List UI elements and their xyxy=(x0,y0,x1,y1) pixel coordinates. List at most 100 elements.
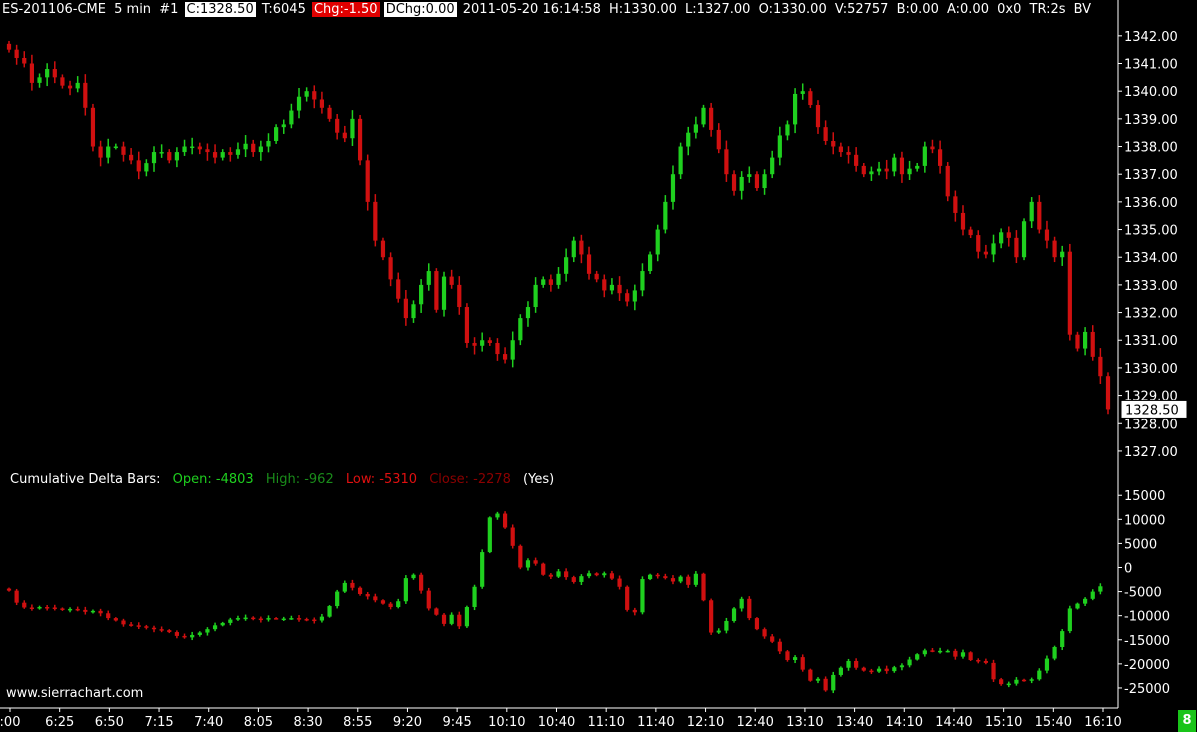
price-candle xyxy=(45,69,50,78)
delta-candle xyxy=(14,590,19,603)
delta-candle xyxy=(754,618,760,630)
delta-candle xyxy=(441,614,447,624)
delta-ytick-label: -20000 xyxy=(1124,658,1170,673)
x-tick-label: 6:50 xyxy=(95,715,124,730)
price-candle xyxy=(831,140,836,147)
price-candle xyxy=(709,107,714,130)
delta-candle xyxy=(991,662,996,680)
delta-candle xyxy=(709,600,714,633)
delta-candle xyxy=(449,614,454,624)
x-tick-label: 9:45 xyxy=(443,715,472,730)
price-candle xyxy=(869,171,874,175)
price-candle xyxy=(228,152,233,155)
price-candle xyxy=(37,77,42,83)
delta-candle xyxy=(945,650,950,653)
delta-candle xyxy=(884,668,889,672)
watermark[interactable]: www.sierrachart.com xyxy=(6,686,144,701)
price-candle xyxy=(67,85,73,89)
price-candle xyxy=(235,149,241,155)
price-candle xyxy=(808,91,813,106)
price-candle xyxy=(693,124,698,133)
price-candle xyxy=(289,110,294,125)
delta-label: Cumulative Delta Bars: xyxy=(10,472,161,487)
price-candle xyxy=(251,143,256,153)
price-ytick-label: 1334.00 xyxy=(1124,251,1178,266)
price-candle xyxy=(266,140,271,147)
delta-candle xyxy=(747,598,752,619)
price-candle xyxy=(571,240,576,258)
last-price-label: 1328.50 xyxy=(1125,403,1179,418)
delta-candle xyxy=(327,606,332,617)
price-candle xyxy=(1090,331,1095,357)
delta-candle xyxy=(480,552,485,587)
price-candle xyxy=(594,273,599,280)
delta-candle xyxy=(29,607,34,609)
last-price-box xyxy=(1120,399,1188,419)
price-candle xyxy=(838,146,843,153)
delta-candle xyxy=(670,578,676,582)
price-ytick-label: 1339.00 xyxy=(1124,113,1178,128)
price-candle xyxy=(670,174,676,202)
delta-candle xyxy=(571,577,576,582)
chart-number: #1 xyxy=(159,2,179,17)
price-candle xyxy=(6,43,12,50)
price-candle xyxy=(60,77,65,86)
price-candle xyxy=(52,69,57,78)
price-candle xyxy=(312,91,317,100)
price-candle xyxy=(1006,232,1011,238)
price-candle xyxy=(174,152,180,161)
price-candle xyxy=(617,284,622,294)
interval: 5 min xyxy=(114,2,152,17)
price-candle xyxy=(854,154,859,166)
price-ytick-label: 1328.00 xyxy=(1124,417,1178,432)
delta-candle xyxy=(937,650,943,653)
x-tick-label: 11:10 xyxy=(587,715,624,730)
delta-candle xyxy=(739,598,744,609)
delta-candle xyxy=(411,574,416,579)
delta-close: Close: -2278 xyxy=(429,472,511,487)
price-ytick-label: 1330.00 xyxy=(1124,362,1178,377)
delta-candle xyxy=(235,618,241,620)
price-candle xyxy=(701,107,706,125)
delta-candle xyxy=(678,576,683,582)
open-value: O:1330.00 xyxy=(758,2,827,17)
delta-candle xyxy=(625,586,630,610)
price-candle xyxy=(678,146,683,175)
price-candle xyxy=(876,168,882,172)
delta-candle xyxy=(876,668,882,672)
delta-candle xyxy=(6,588,12,591)
delta-candle xyxy=(724,620,729,631)
price-ytick-label: 1333.00 xyxy=(1124,279,1178,294)
price-candle xyxy=(724,149,729,175)
price-candle xyxy=(586,254,592,274)
delta-ytick-label: -10000 xyxy=(1124,610,1170,625)
delta-candle xyxy=(548,574,553,577)
delta-candle xyxy=(136,625,141,627)
delta-candle xyxy=(457,614,462,627)
delta-candle xyxy=(113,618,118,621)
price-candle xyxy=(190,146,195,149)
price-candle xyxy=(113,146,118,149)
price-candle xyxy=(144,163,149,172)
price-candle xyxy=(1037,201,1042,230)
corner-badge[interactable]: 8 xyxy=(1178,710,1196,732)
delta-candle xyxy=(693,573,698,585)
delta-candle xyxy=(1083,598,1088,604)
delta-candle xyxy=(121,620,126,625)
delta-candle xyxy=(434,608,439,615)
price-candle xyxy=(976,235,981,252)
price-candle xyxy=(151,152,157,164)
price-candle xyxy=(281,124,286,128)
delta-candle xyxy=(472,586,477,608)
delta-candle xyxy=(67,608,73,611)
price-candle xyxy=(98,146,103,158)
price-candle xyxy=(1083,331,1088,349)
price-ytick-label: 1342.00 xyxy=(1124,30,1178,45)
trades-value: T:6045 xyxy=(261,2,306,17)
delta-candle xyxy=(655,574,660,577)
price-candle xyxy=(419,284,424,305)
price-candle xyxy=(502,354,508,360)
price-candle xyxy=(258,146,263,153)
price-candle xyxy=(937,149,943,166)
